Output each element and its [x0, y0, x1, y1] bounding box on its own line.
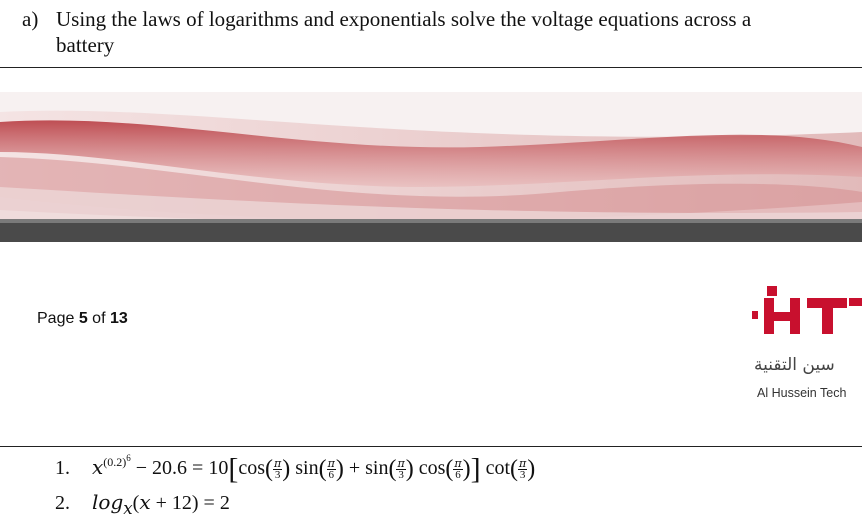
- equation-number: 2.: [55, 492, 70, 514]
- question-text: a) Using the laws of logarithms and expon…: [22, 6, 751, 58]
- equation-number: 1.: [55, 456, 70, 479]
- question-line-1: Using the laws of logarithms and exponen…: [56, 7, 752, 31]
- logo-arabic-text: سين التقنية: [754, 355, 835, 375]
- al-hussein-logo-icon: [752, 286, 862, 334]
- equation-2: 2. logx(x + 12) = 2: [55, 490, 230, 519]
- question-label: a): [22, 7, 39, 31]
- equation-body: logx(x + 12) = 2: [92, 490, 230, 518]
- equation-body: x(0.2)6 − 20.6 = 10[cos(π 3) sin(π 6) + si…: [92, 452, 536, 485]
- page-number: Page 5 of 13: [37, 310, 128, 327]
- logo-english-text: Al Hussein Tech: [757, 386, 847, 400]
- header-divider: [0, 67, 862, 68]
- question-line-2: battery: [56, 33, 115, 57]
- equations-divider: [0, 446, 862, 447]
- equation-1: 1. x(0.2)6 − 20.6 = 10[cos(π 3) sin(π 6) +…: [55, 452, 535, 486]
- footer-banner: [0, 92, 862, 242]
